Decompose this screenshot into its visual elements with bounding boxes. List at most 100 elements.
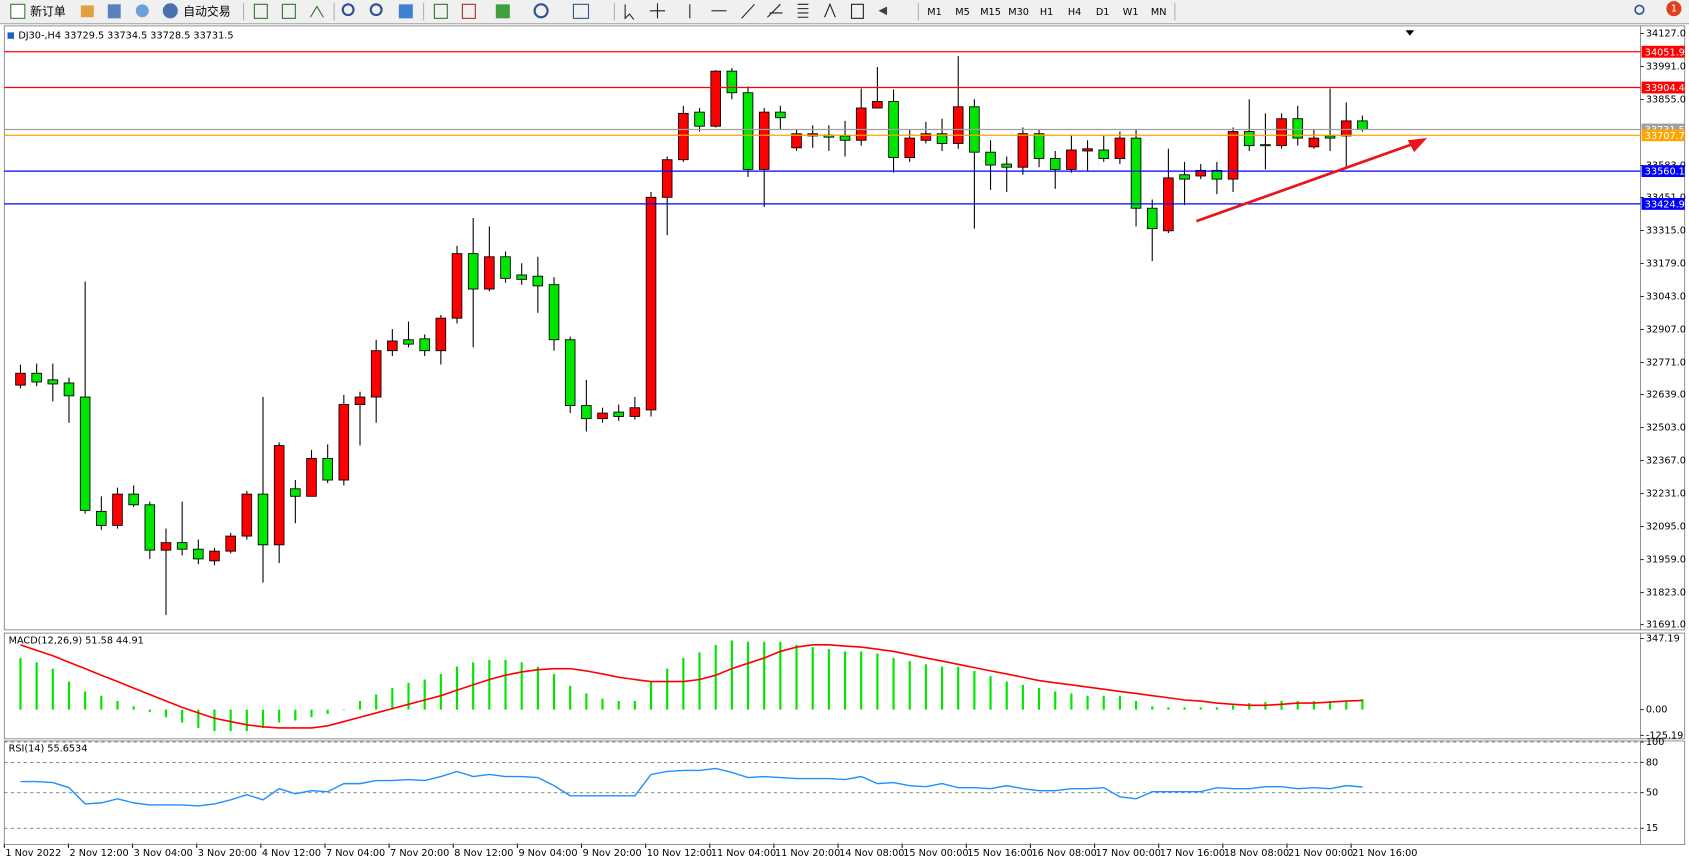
panel-frame	[3, 632, 1686, 740]
label-tool[interactable]	[850, 3, 864, 19]
candle-body	[467, 253, 479, 290]
macd-bar	[779, 641, 782, 710]
price-level-label: 33424.9	[1645, 199, 1685, 210]
timeframe-button[interactable]: M30	[1008, 7, 1029, 18]
macd-bar	[617, 701, 620, 710]
macd-bar	[633, 701, 636, 710]
candle-body	[306, 458, 317, 497]
candle-body	[1324, 135, 1336, 139]
timeframe-button[interactable]: M15	[980, 7, 1001, 18]
price-level-tag	[1641, 165, 1685, 178]
price-level-label: 33904.4	[1645, 83, 1685, 94]
icon[interactable]	[433, 3, 448, 19]
icon[interactable]	[398, 4, 413, 19]
timeframe-button[interactable]: M1	[927, 7, 942, 18]
macd-bar	[843, 651, 847, 710]
new-order-button[interactable]: 新订单	[10, 3, 66, 19]
macd-bar	[536, 666, 539, 710]
macd-bar	[1328, 701, 1332, 710]
candle-body	[273, 445, 285, 546]
macd-bar	[455, 666, 459, 710]
macd-bar	[358, 701, 362, 710]
chart-title: DJ30-,H4 33729.5 33734.5 33728.5 33731.5	[18, 31, 233, 42]
price-level-tag	[1641, 45, 1685, 58]
crosshair-tool[interactable]	[649, 3, 666, 19]
macd-bar	[908, 661, 911, 710]
macd-bar	[730, 640, 733, 710]
macd-bar	[811, 647, 814, 710]
channel-tool[interactable]	[767, 3, 783, 18]
candle-body	[1179, 174, 1190, 180]
macd-bar	[957, 666, 960, 710]
candle-body	[678, 112, 689, 161]
candle-body	[791, 133, 802, 149]
macd-bar	[763, 641, 766, 710]
candle-body	[775, 111, 786, 119]
candle-body	[47, 379, 59, 385]
macd-bar	[827, 649, 830, 710]
arrow-tool[interactable]	[878, 6, 888, 16]
candle-body	[354, 396, 366, 405]
candle-body	[661, 159, 673, 198]
icon[interactable]	[135, 4, 149, 18]
zoom-out[interactable]	[369, 3, 383, 17]
timeframe-button[interactable]: W1	[1123, 7, 1139, 18]
candle-body	[370, 350, 382, 398]
timeframe-button[interactable]: M5	[955, 7, 970, 18]
indicator-title: RSI(14) 55.6534	[9, 744, 88, 755]
icon[interactable]	[253, 3, 268, 19]
notification-badge[interactable]	[1666, 1, 1682, 17]
y-tick-label: 33991.0	[1646, 62, 1686, 73]
icon[interactable]	[572, 3, 590, 19]
y-tick-label: 347.19	[1646, 633, 1680, 644]
candle-body	[144, 504, 156, 551]
candle-body	[1227, 131, 1239, 180]
icon	[162, 3, 178, 19]
y-tick-label: 15	[1646, 823, 1658, 834]
panel-frame	[3, 25, 1686, 631]
candle-body	[419, 338, 430, 352]
timeframe-button[interactable]: H1	[1040, 7, 1053, 18]
macd-bar	[1054, 691, 1057, 710]
cursor-tool[interactable]	[624, 4, 635, 20]
timeframe-button[interactable]: MN	[1151, 7, 1167, 18]
time-label: 9 Nov 04:00	[518, 848, 577, 859]
candle-body	[451, 253, 463, 319]
macd-bar	[714, 644, 717, 710]
candle-body	[79, 396, 91, 511]
candle-body	[645, 196, 657, 411]
macd-bar	[1151, 706, 1154, 710]
macd-bar	[51, 668, 54, 710]
candle-body	[403, 339, 414, 345]
icon	[10, 3, 26, 19]
text-tool[interactable]	[824, 2, 836, 18]
timeframe-button[interactable]: H4	[1068, 7, 1081, 18]
macd-bar	[1102, 695, 1105, 710]
search-icon[interactable]	[1634, 4, 1645, 15]
trendline-tool[interactable]	[741, 3, 755, 19]
icon[interactable]	[107, 4, 121, 19]
macd-bar	[472, 662, 475, 710]
time-label: 1 Nov 2022	[5, 848, 61, 859]
zoom-in[interactable]	[341, 3, 355, 17]
icon[interactable]	[281, 3, 296, 19]
y-tick-label: 32367.0	[1646, 456, 1686, 467]
icon[interactable]	[533, 3, 549, 19]
candle-body	[435, 317, 447, 352]
icon[interactable]	[495, 4, 510, 19]
time-label: 15 Nov 00:00	[903, 848, 968, 859]
macd-bar	[213, 709, 216, 732]
icon[interactable]	[309, 5, 324, 18]
candle-body	[516, 274, 527, 280]
y-tick-label: 32639.0	[1646, 390, 1686, 401]
timeframe-button[interactable]: D1	[1096, 7, 1110, 18]
fibo-tool[interactable]	[797, 3, 809, 18]
time-label: 21 Nov 16:00	[1352, 848, 1417, 859]
time-label: 4 Nov 12:00	[262, 848, 321, 859]
y-tick-label: 0.00	[1646, 705, 1668, 716]
icon[interactable]	[80, 5, 94, 18]
auto-trading-button[interactable]: 自动交易	[162, 3, 231, 19]
icon[interactable]	[461, 3, 476, 19]
macd-bar	[197, 709, 200, 728]
